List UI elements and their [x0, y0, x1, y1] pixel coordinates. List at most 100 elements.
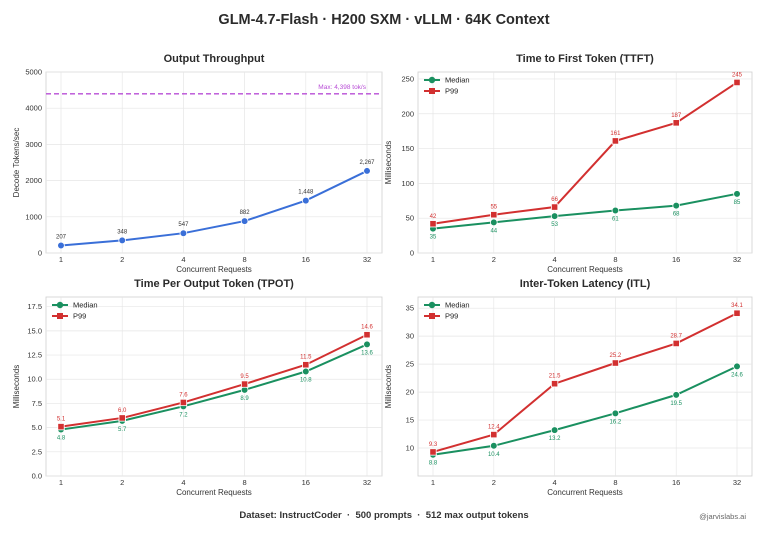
y-tick-label: 35 [406, 304, 414, 313]
x-tick-label: 1 [59, 255, 63, 264]
data-point-p99 [490, 431, 498, 439]
data-label-median: 35 [430, 235, 437, 241]
legend-marker-p99 [57, 313, 63, 319]
data-label-median: 10.4 [488, 452, 500, 458]
y-tick-label: 30 [406, 332, 414, 341]
y-tick-label: 20 [406, 388, 414, 397]
data-point-throughput [363, 167, 371, 175]
data-point-throughput [301, 196, 310, 205]
y-tick-label: 5.0 [32, 423, 42, 432]
data-label-median: 10.8 [300, 378, 312, 384]
legend-marker-median [428, 76, 436, 84]
footer-caption: Dataset: InstructCoder · 500 prompts · 5… [0, 510, 768, 521]
legend-marker-median [56, 301, 64, 309]
y-tick-label: 3000 [25, 140, 42, 149]
x-axis-label: Concurrent Requests [176, 488, 252, 497]
data-point-median [611, 206, 620, 215]
x-tick-label: 2 [120, 478, 124, 487]
data-point-p99 [363, 331, 371, 339]
data-point-p99 [672, 339, 680, 348]
x-tick-label: 32 [363, 478, 371, 487]
x-tick-label: 16 [672, 478, 680, 487]
series-line-p99 [432, 312, 738, 453]
data-point-median [733, 190, 741, 198]
data-label-throughput: 207 [56, 235, 67, 241]
legend-label-p99: P99 [73, 312, 86, 321]
data-point-p99 [490, 211, 498, 219]
data-label-median: 8.9 [240, 396, 249, 402]
data-label-p99: 42 [430, 214, 437, 220]
x-tick-label: 1 [431, 255, 435, 264]
y-tick-label: 200 [401, 109, 414, 118]
x-tick-label: 4 [553, 478, 557, 487]
plot-frame [45, 71, 383, 254]
data-label-throughput: 882 [240, 210, 251, 216]
x-tick-label: 16 [302, 478, 310, 487]
data-label-median: 8.8 [429, 461, 438, 467]
data-point-median [301, 367, 310, 376]
data-label-p99: 55 [490, 205, 497, 211]
data-point-throughput [179, 229, 188, 237]
data-label-median: 13.6 [361, 350, 373, 356]
y-tick-label: 4000 [25, 104, 42, 113]
legend-label-p99: P99 [445, 87, 458, 96]
data-point-median [672, 391, 680, 399]
data-label-median: 53 [551, 222, 558, 228]
data-label-median: 4.8 [57, 436, 66, 442]
data-label-p99: 7.6 [179, 392, 188, 398]
data-point-p99 [240, 380, 249, 388]
data-label-p99: 14.6 [361, 325, 373, 331]
panel-title: Inter-Token Latency (ITL) [520, 278, 651, 290]
data-point-median [550, 212, 559, 220]
x-tick-label: 32 [733, 255, 741, 264]
y-tick-label: 100 [401, 179, 414, 188]
x-axis-label: Concurrent Requests [547, 265, 623, 274]
y-tick-label: 25 [406, 360, 414, 369]
data-point-p99 [429, 220, 437, 228]
footer-max-tokens: 512 max output tokens [425, 510, 529, 521]
data-point-p99 [672, 119, 680, 127]
data-point-throughput [118, 236, 126, 245]
data-label-p99: 34.1 [731, 303, 743, 309]
y-tick-label: 5000 [25, 68, 42, 77]
data-label-p99: 9.5 [240, 374, 249, 380]
y-tick-label: 12.5 [27, 351, 42, 360]
legend-marker-p99 [429, 88, 435, 94]
data-point-median [550, 426, 559, 434]
x-tick-label: 16 [672, 255, 680, 264]
legend-marker-median [428, 301, 436, 309]
figure-title: GLM-4.7-Flash · H200 SXM · vLLM · 64K Co… [218, 12, 550, 28]
footer-prompts: 500 prompts [355, 510, 412, 521]
x-tick-label: 32 [363, 255, 371, 264]
y-tick-label: 17.5 [27, 302, 42, 311]
series-line-throughput [60, 170, 368, 247]
data-label-median: 19.5 [670, 401, 682, 407]
legend-label-median: Median [73, 301, 98, 310]
y-tick-label: 10.0 [27, 375, 42, 384]
legend-label-median: Median [445, 76, 470, 85]
data-label-median: 68 [673, 212, 680, 218]
data-label-median: 16.2 [610, 419, 622, 425]
series-line-median [432, 192, 738, 230]
data-label-median: 85 [734, 200, 741, 206]
data-point-median [611, 409, 620, 418]
x-tick-label: 2 [492, 478, 496, 487]
max-reference-label: Max: 4,398 tok/s [318, 84, 366, 91]
panel-title: Time Per Output Token (TPOT) [134, 278, 294, 290]
data-label-median: 13.2 [549, 436, 561, 442]
data-label-p99: 25.2 [610, 353, 622, 359]
data-label-p99: 6.0 [118, 408, 127, 414]
series-line-p99 [432, 81, 738, 225]
data-point-median [733, 362, 741, 371]
x-tick-label: 4 [181, 478, 185, 487]
y-axis-label: Decode Tokens/sec [12, 128, 21, 198]
y-tick-label: 1000 [25, 212, 42, 221]
credit-watermark: @jarvislabs.ai [699, 512, 746, 521]
y-tick-label: 15 [406, 416, 414, 425]
x-tick-label: 8 [613, 255, 617, 264]
y-tick-label: 0 [38, 249, 42, 258]
data-label-throughput: 547 [178, 222, 189, 228]
series-line-p99 [60, 333, 368, 428]
footer-separator: · [417, 510, 421, 521]
